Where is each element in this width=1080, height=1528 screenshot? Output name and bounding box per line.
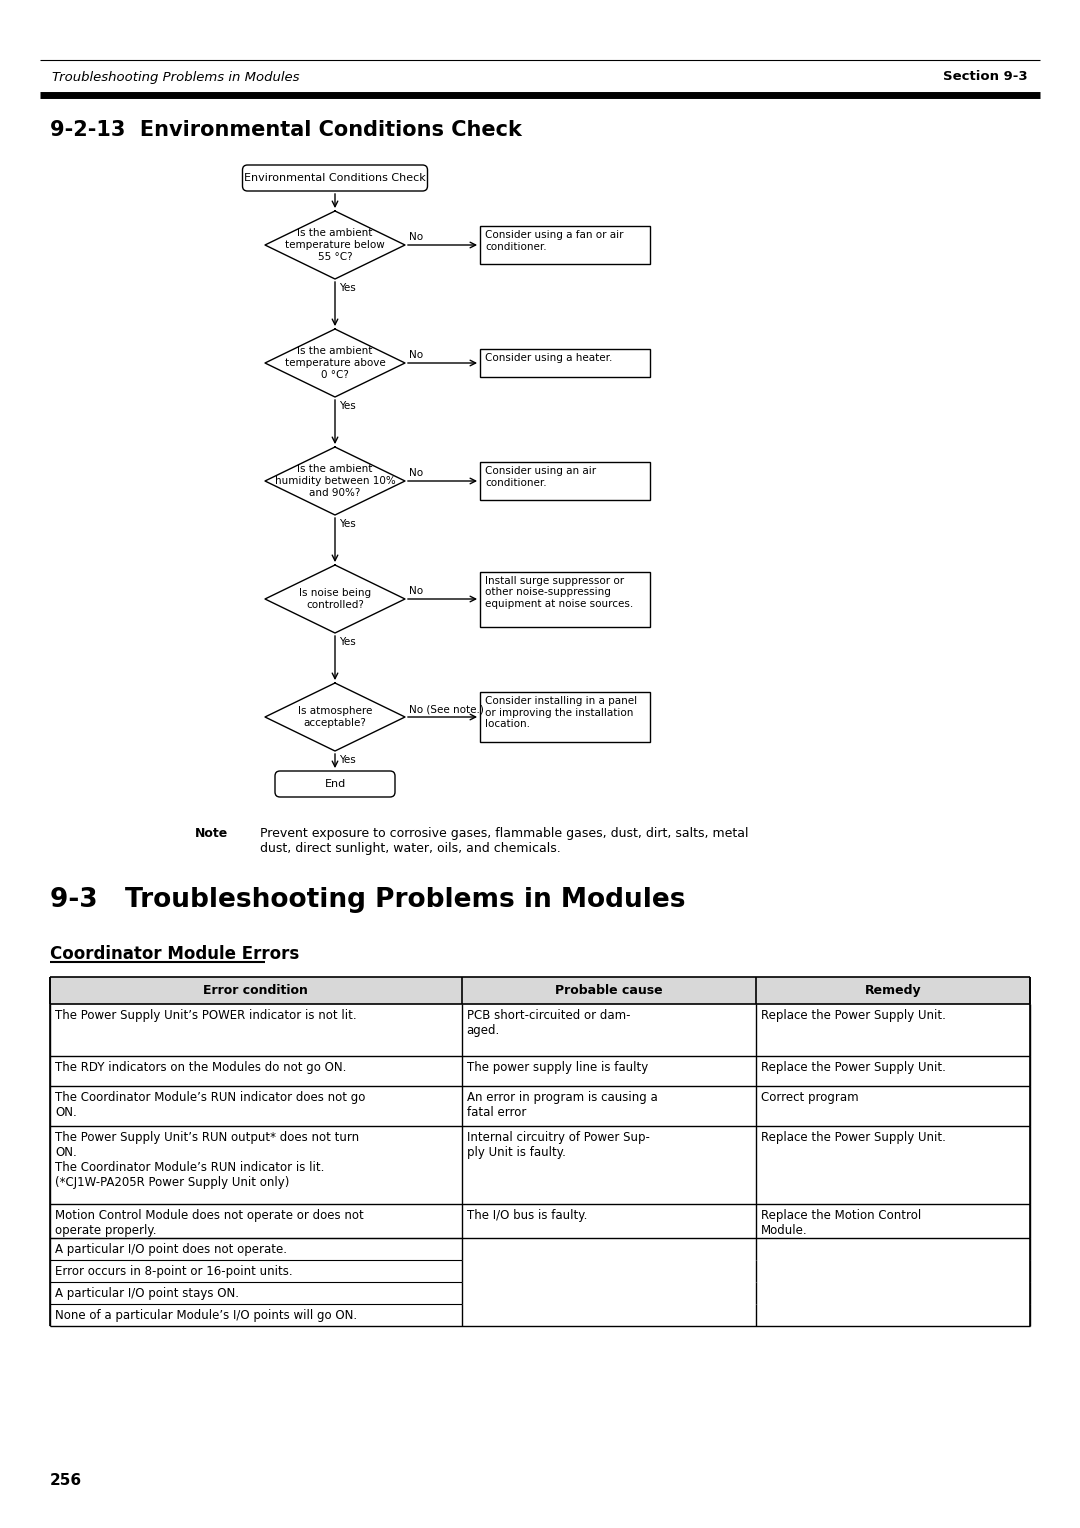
Bar bbox=[480, 692, 650, 743]
Text: No: No bbox=[409, 232, 423, 241]
Text: Coordinator Module Errors: Coordinator Module Errors bbox=[50, 944, 299, 963]
Text: The power supply line is faulty: The power supply line is faulty bbox=[467, 1060, 648, 1074]
Text: Internal circuitry of Power Sup-
ply Unit is faulty.: Internal circuitry of Power Sup- ply Uni… bbox=[467, 1131, 649, 1160]
Text: No (See note.): No (See note.) bbox=[409, 704, 484, 714]
Text: Install surge suppressor or
other noise-suppressing
equipment at noise sources.: Install surge suppressor or other noise-… bbox=[485, 576, 633, 608]
Text: The Coordinator Module’s RUN indicator does not go
ON.: The Coordinator Module’s RUN indicator d… bbox=[55, 1091, 365, 1118]
Bar bbox=[480, 571, 650, 626]
Text: Environmental Conditions Check: Environmental Conditions Check bbox=[244, 173, 426, 183]
Text: Yes: Yes bbox=[339, 755, 355, 766]
Text: Consider using an air
conditioner.: Consider using an air conditioner. bbox=[485, 466, 596, 487]
Text: Error condition: Error condition bbox=[203, 984, 308, 996]
Text: Is the ambient
temperature above
0 °C?: Is the ambient temperature above 0 °C? bbox=[285, 347, 386, 379]
Text: Replace the Power Supply Unit.: Replace the Power Supply Unit. bbox=[760, 1008, 945, 1022]
Bar bbox=[480, 226, 650, 264]
Text: Replace the Motion Control
Module.: Replace the Motion Control Module. bbox=[760, 1209, 921, 1238]
Text: Troubleshooting Problems in Modules: Troubleshooting Problems in Modules bbox=[52, 70, 299, 84]
Text: Remedy: Remedy bbox=[864, 984, 921, 996]
Text: Prevent exposure to corrosive gases, flammable gases, dust, dirt, salts, metal
d: Prevent exposure to corrosive gases, fla… bbox=[260, 827, 748, 856]
Text: A particular I/O point does not operate.: A particular I/O point does not operate. bbox=[55, 1242, 287, 1256]
Text: Consider using a fan or air
conditioner.: Consider using a fan or air conditioner. bbox=[485, 231, 623, 252]
Text: 9-3   Troubleshooting Problems in Modules: 9-3 Troubleshooting Problems in Modules bbox=[50, 886, 686, 914]
Text: PCB short-circuited or dam-
aged.: PCB short-circuited or dam- aged. bbox=[467, 1008, 630, 1038]
Text: Yes: Yes bbox=[339, 400, 355, 411]
FancyBboxPatch shape bbox=[275, 772, 395, 798]
Text: Is the ambient
humidity between 10%
and 90%?: Is the ambient humidity between 10% and … bbox=[274, 465, 395, 498]
Text: Motion Control Module does not operate or does not
operate properly.: Motion Control Module does not operate o… bbox=[55, 1209, 364, 1238]
Text: Is noise being
controlled?: Is noise being controlled? bbox=[299, 588, 372, 610]
Text: Section 9-3: Section 9-3 bbox=[943, 70, 1028, 84]
Text: Is the ambient
temperature below
55 °C?: Is the ambient temperature below 55 °C? bbox=[285, 228, 384, 261]
Text: Replace the Power Supply Unit.: Replace the Power Supply Unit. bbox=[760, 1060, 945, 1074]
Text: The Power Supply Unit’s RUN output* does not turn
ON.
The Coordinator Module’s R: The Power Supply Unit’s RUN output* does… bbox=[55, 1131, 360, 1189]
Text: A particular I/O point stays ON.: A particular I/O point stays ON. bbox=[55, 1287, 239, 1300]
Text: 256: 256 bbox=[50, 1473, 82, 1488]
Text: Yes: Yes bbox=[339, 520, 355, 529]
Text: The Power Supply Unit’s POWER indicator is not lit.: The Power Supply Unit’s POWER indicator … bbox=[55, 1008, 356, 1022]
Text: Yes: Yes bbox=[339, 637, 355, 646]
Bar bbox=[480, 348, 650, 377]
Text: Replace the Power Supply Unit.: Replace the Power Supply Unit. bbox=[760, 1131, 945, 1144]
Text: The RDY indicators on the Modules do not go ON.: The RDY indicators on the Modules do not… bbox=[55, 1060, 347, 1074]
Text: The I/O bus is faulty.: The I/O bus is faulty. bbox=[467, 1209, 586, 1222]
Text: Yes: Yes bbox=[339, 283, 355, 293]
Bar bbox=[480, 461, 650, 500]
Bar bbox=[50, 976, 1030, 1004]
Text: Consider using a heater.: Consider using a heater. bbox=[485, 353, 612, 364]
Text: End: End bbox=[324, 779, 346, 788]
Text: 9-2-13  Environmental Conditions Check: 9-2-13 Environmental Conditions Check bbox=[50, 121, 522, 141]
Text: Is atmosphere
acceptable?: Is atmosphere acceptable? bbox=[298, 706, 373, 727]
Text: None of a particular Module’s I/O points will go ON.: None of a particular Module’s I/O points… bbox=[55, 1309, 357, 1322]
Text: No: No bbox=[409, 587, 423, 596]
Text: Correct program: Correct program bbox=[760, 1091, 859, 1105]
Text: No: No bbox=[409, 468, 423, 478]
Text: Note: Note bbox=[195, 827, 228, 840]
Text: Probable cause: Probable cause bbox=[555, 984, 662, 996]
Text: Error occurs in 8-point or 16-point units.: Error occurs in 8-point or 16-point unit… bbox=[55, 1265, 293, 1277]
FancyBboxPatch shape bbox=[243, 165, 428, 191]
Text: Consider installing in a panel
or improving the installation
location.: Consider installing in a panel or improv… bbox=[485, 695, 637, 729]
Text: No: No bbox=[409, 350, 423, 361]
Text: An error in program is causing a
fatal error: An error in program is causing a fatal e… bbox=[467, 1091, 658, 1118]
